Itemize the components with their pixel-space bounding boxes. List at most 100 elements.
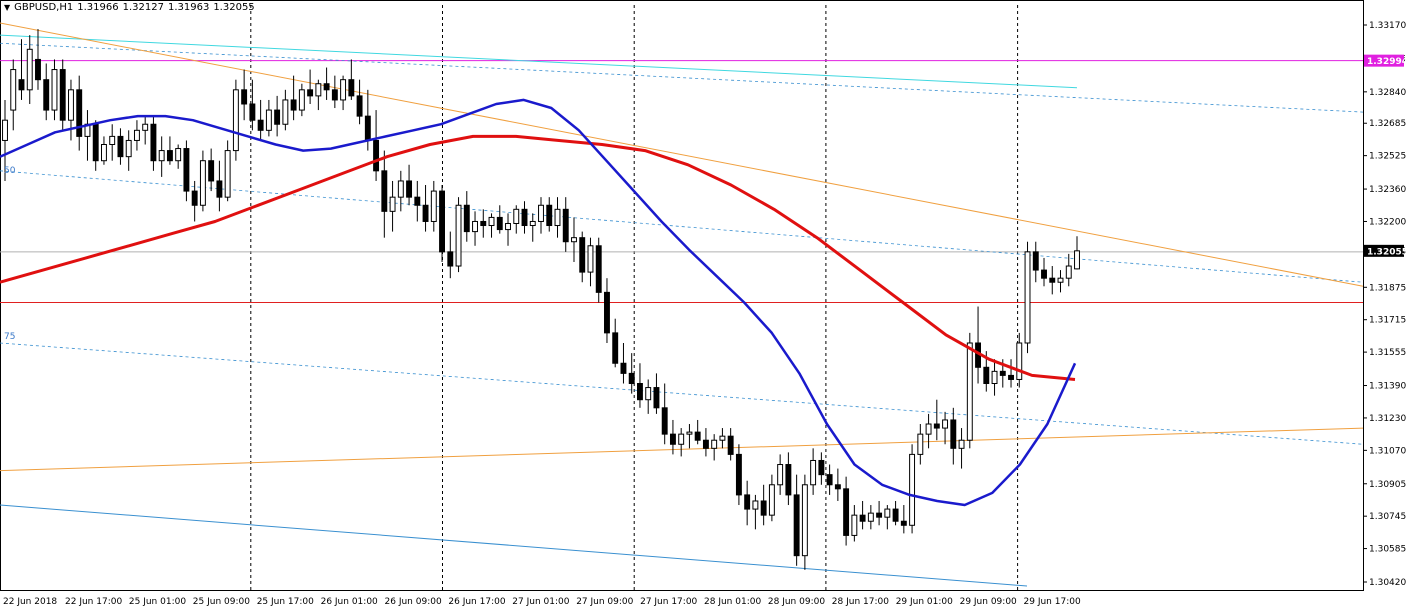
candle-body <box>381 170 388 212</box>
candle-body <box>447 251 454 267</box>
candle-body <box>768 484 775 516</box>
candle-body <box>801 484 808 557</box>
x-tick-label: 28 Jun 17:00 <box>832 597 889 607</box>
candle-body <box>109 135 116 146</box>
candle-body <box>777 464 784 486</box>
candle-body <box>991 370 998 385</box>
candle-body <box>702 439 709 449</box>
y-tick-label: 1.31070 <box>1369 446 1406 456</box>
candle-body <box>793 494 800 557</box>
candle-body <box>513 208 520 224</box>
candle-body <box>488 216 495 227</box>
chart-header: ▼ GBPUSD,H1 1.31966 1.32127 1.31963 1.32055 <box>4 2 259 13</box>
candle-body <box>521 208 528 227</box>
trend-line-down <box>0 22 1364 287</box>
fib-label-75: 75 <box>4 332 16 342</box>
candle-body <box>529 220 536 227</box>
candle-body <box>884 508 891 518</box>
candle-body <box>983 366 990 385</box>
candle-body <box>834 484 841 490</box>
candle-body <box>1032 251 1039 271</box>
price-label-box <box>1364 54 1404 67</box>
candle-body <box>760 500 767 516</box>
x-tick-label: 25 Jun 17:00 <box>257 597 314 607</box>
channel-line-top <box>0 34 1078 89</box>
candle-body <box>1041 269 1047 279</box>
x-tick-label: 26 Jun 01:00 <box>321 597 378 607</box>
channel-line-bottom <box>0 504 1028 587</box>
x-tick-label: 22 Jun 17:00 <box>65 597 122 607</box>
candle-body <box>10 69 17 111</box>
candle-body <box>175 148 182 162</box>
x-tick-label: 22 Jun 2018 <box>3 597 57 607</box>
candle-body <box>669 433 676 445</box>
candle-body <box>942 419 949 429</box>
open-value: 1.31966 <box>77 2 119 13</box>
candle-body <box>133 129 140 141</box>
candle-body <box>92 123 99 162</box>
candle-body <box>331 89 338 101</box>
candle-body <box>199 160 206 206</box>
candle-body <box>455 204 462 267</box>
candle-body <box>1074 250 1080 270</box>
price-label-box <box>1364 244 1404 257</box>
candle-body <box>859 514 866 522</box>
candle-body <box>851 514 858 536</box>
candle-body <box>298 89 305 111</box>
y-tick-label: 1.32360 <box>1369 185 1406 195</box>
candle-body <box>422 204 429 222</box>
plot-area <box>0 0 1364 591</box>
y-tick-label: 1.32525 <box>1369 152 1406 162</box>
y-tick-label: 1.31875 <box>1369 283 1406 293</box>
candle-body <box>2 119 8 141</box>
candle-body <box>933 423 940 429</box>
candle-body <box>876 512 883 518</box>
candle-body <box>958 439 965 449</box>
candle-body <box>917 433 924 455</box>
y-tick-label: 1.30420 <box>1369 578 1406 588</box>
candle-body <box>867 512 874 522</box>
y-tick-label: 1.32840 <box>1369 88 1406 98</box>
candle-body <box>661 407 668 435</box>
y-tick-label: 1.31715 <box>1369 316 1406 326</box>
candle-body <box>1008 374 1014 380</box>
candle-body <box>727 435 734 455</box>
candle-body <box>43 79 50 111</box>
low-value: 1.31963 <box>167 2 210 13</box>
candle-body <box>35 58 41 81</box>
candle-body <box>76 89 83 137</box>
candle-body <box>892 508 899 522</box>
candle-body <box>999 370 1006 376</box>
candle-body <box>373 139 380 172</box>
candle-body <box>752 500 759 510</box>
x-tick-label: 28 Jun 01:00 <box>704 597 761 607</box>
candle-body <box>900 520 907 526</box>
x-tick-label: 26 Jun 09:00 <box>385 597 442 607</box>
candle-body <box>397 180 404 198</box>
candle-body <box>966 342 973 441</box>
candle-body <box>224 150 231 198</box>
symbol-label: GBPUSD,H1 <box>14 2 74 13</box>
candle-body <box>389 196 396 212</box>
candle-body <box>620 362 627 374</box>
candle-body <box>925 423 932 435</box>
candle-body <box>265 109 272 131</box>
candle-body <box>1065 265 1072 279</box>
y-tick-label: 1.31390 <box>1369 382 1406 392</box>
candle-body <box>653 387 660 409</box>
candle-body <box>183 148 190 192</box>
x-tick-label: 27 Jun 09:00 <box>576 597 633 607</box>
price-label-text: 1.32055 <box>1367 247 1406 257</box>
x-tick-label: 29 Jun 01:00 <box>896 597 953 607</box>
dropdown-triangle-icon[interactable]: ▼ <box>4 3 11 12</box>
candle-body <box>414 196 421 206</box>
candle-body <box>472 220 478 233</box>
candle-body <box>1024 251 1031 344</box>
y-tick-label: 1.32685 <box>1369 119 1406 129</box>
y-tick-label: 1.30905 <box>1369 480 1406 490</box>
x-tick-label: 29 Jun 09:00 <box>960 597 1017 607</box>
y-tick-label: 1.32200 <box>1369 217 1406 227</box>
candle-body <box>232 89 239 152</box>
candle-body <box>1057 277 1064 283</box>
